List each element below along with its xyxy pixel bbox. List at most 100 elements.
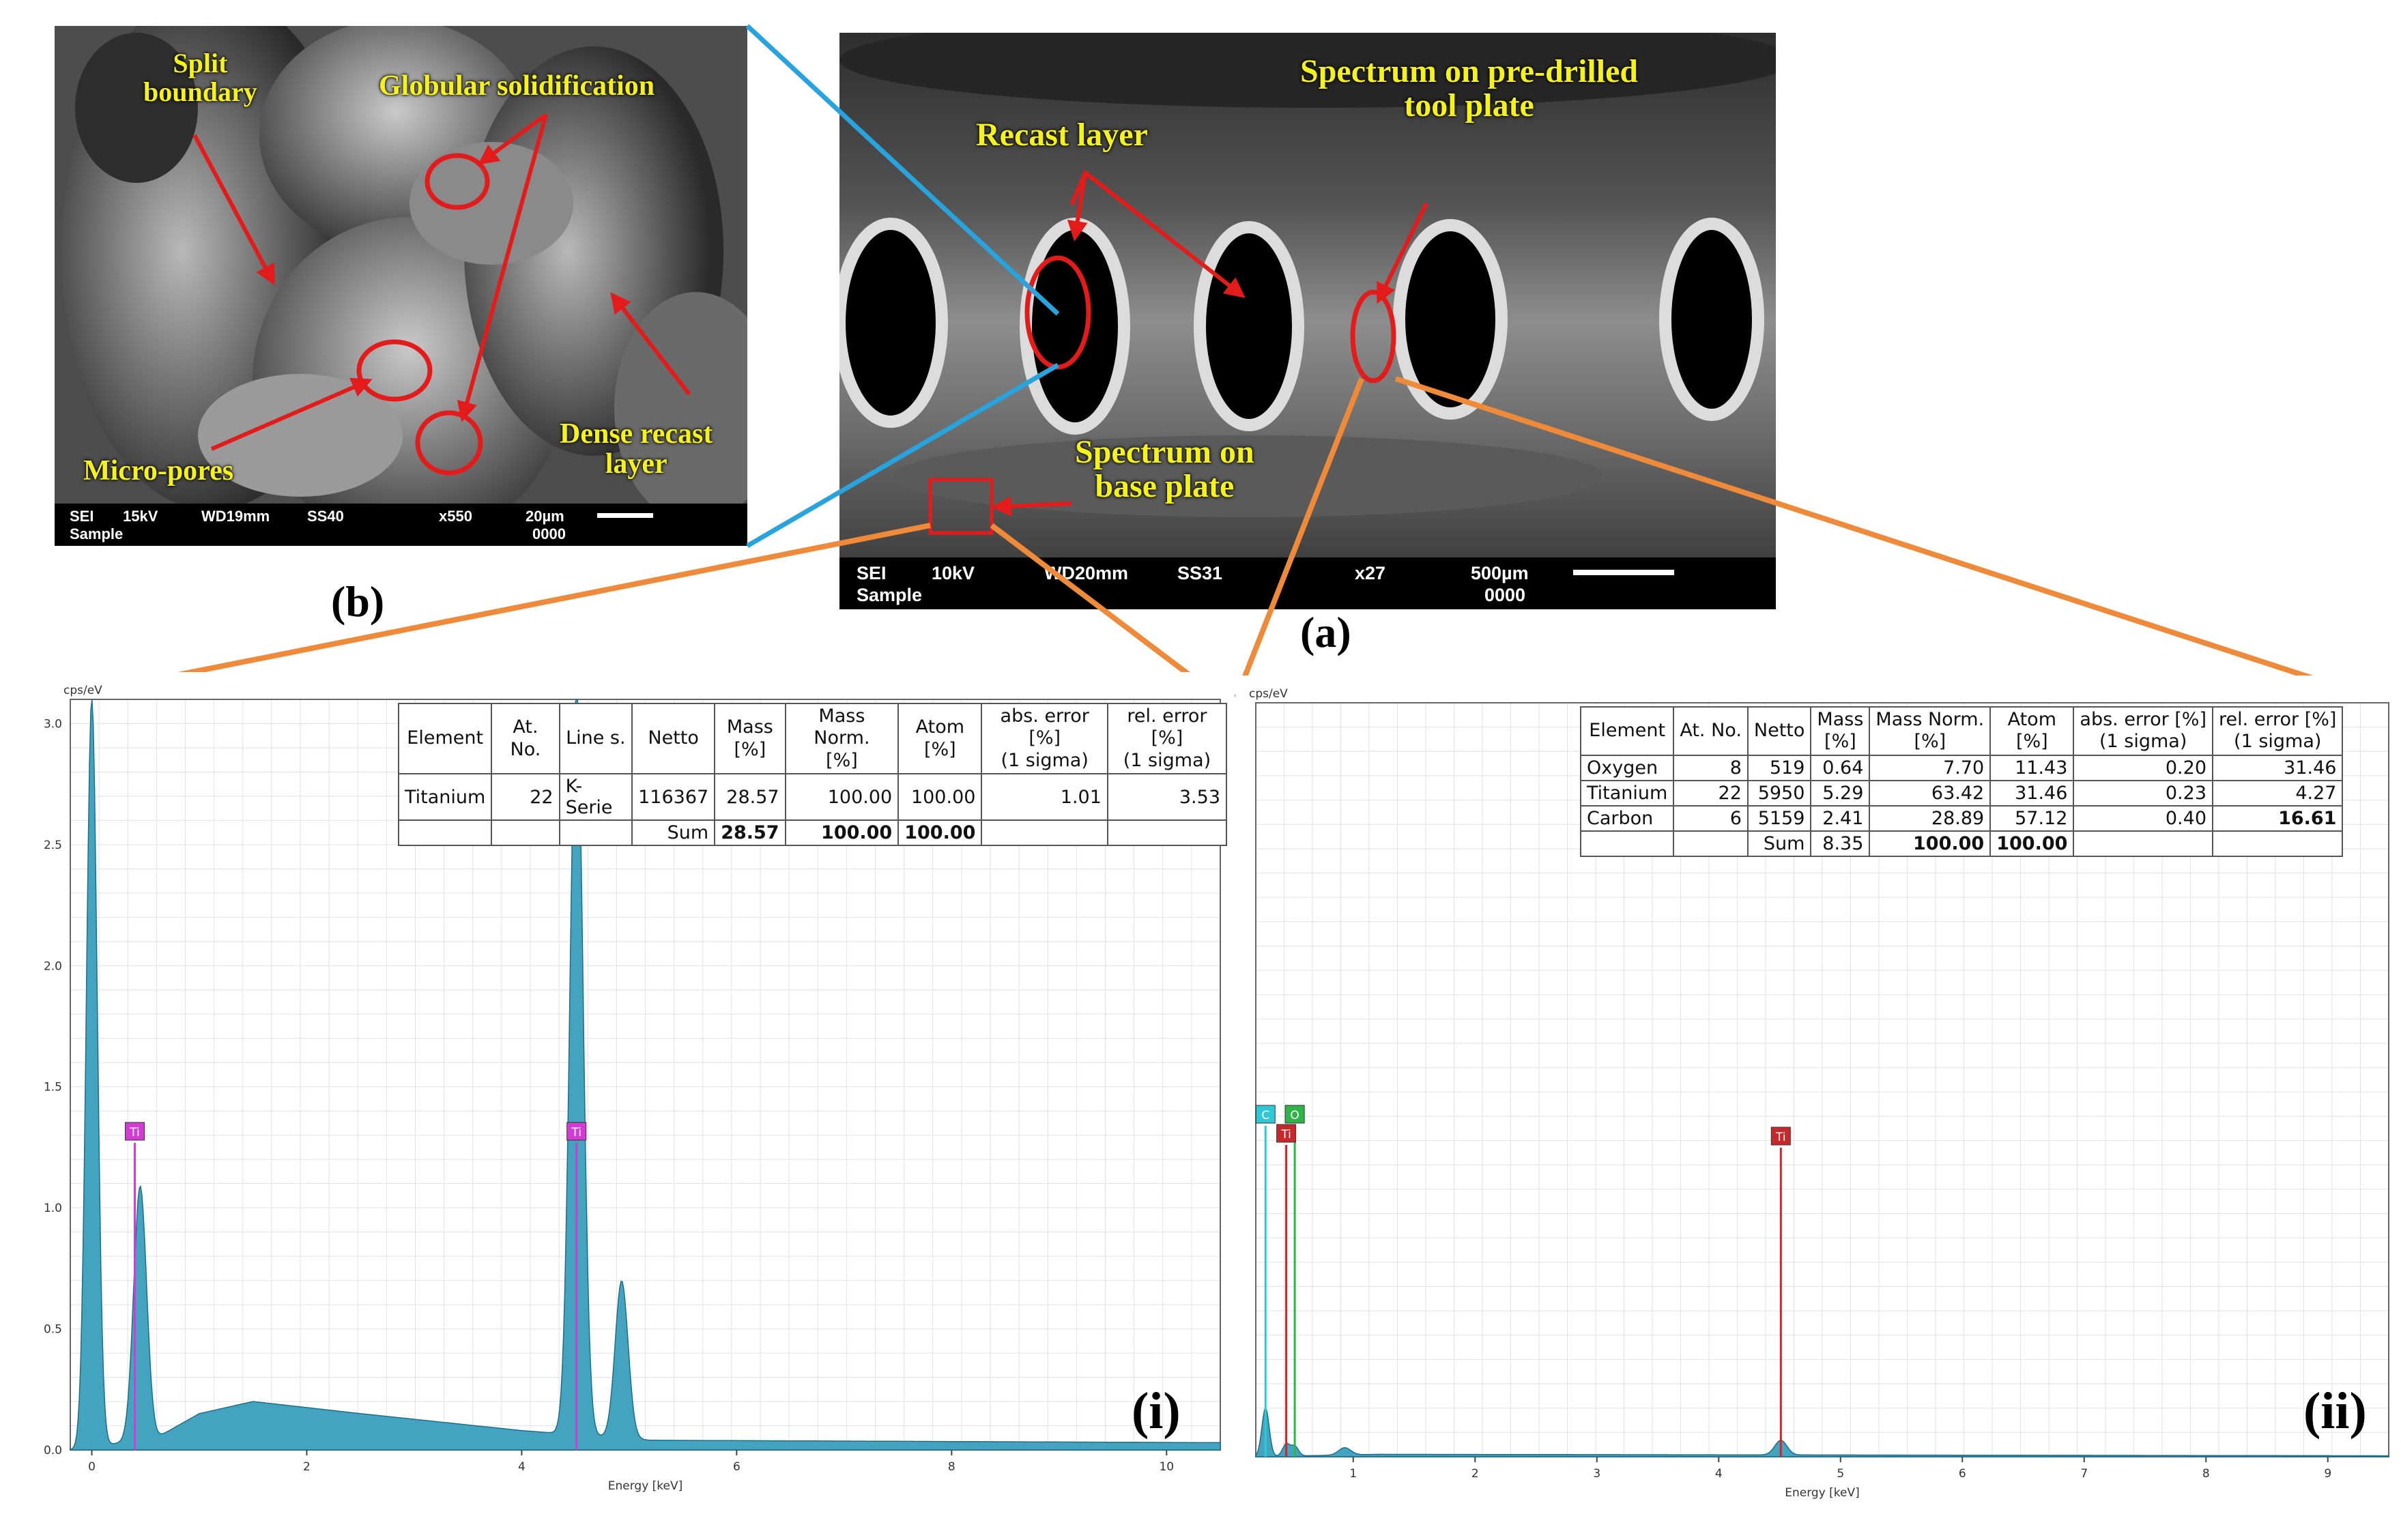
arrow-tool-plate — [1377, 202, 1428, 304]
table-i-s6: 100.00 — [897, 819, 983, 847]
table-ii-r2c7: 16.61 — [2211, 804, 2344, 832]
eds-table-ii: Element At. No. Netto Mass [%] Mass Norm… — [1579, 706, 2344, 857]
table-i-s4: 28.57 — [714, 819, 786, 847]
table-i-r0c8: 3.53 — [1106, 773, 1228, 822]
table-i-s1 — [491, 819, 560, 847]
spectrum-ii-panel: C O Ti Ti 1 2 3 4 5 6 7 8 9 Energy [keV] cps/eV Elemen… — [1235, 675, 2396, 1511]
x-axis-title: Energy [keV] — [1785, 1486, 1860, 1500]
table-i-s0 — [397, 819, 493, 847]
sem-a-wd: WD20mm — [1044, 563, 1129, 583]
table-ii-r2c0: Carbon — [1579, 804, 1675, 832]
x-tick-label: 4 — [518, 1460, 526, 1474]
x-tick-label: 9 — [2324, 1467, 2331, 1481]
table-ii-s5: 100.00 — [1989, 830, 2075, 857]
eds-table-i: Element At. No. Line s. Netto Mass [%] M… — [397, 702, 1228, 847]
arrow-globular-1 — [478, 113, 547, 165]
table-row: Carbon 6 5159 2.41 28.89 57.12 0.40 16.6… — [1579, 804, 2344, 832]
table-i-r0c4: 28.57 — [714, 773, 786, 822]
table-ii-r2c5: 57.12 — [1989, 804, 2075, 832]
globular-circle-2 — [415, 410, 483, 476]
micro-pore-circle — [356, 339, 433, 402]
label-spectrum-base: Spectrum on base plate — [1075, 434, 1254, 505]
table-ii-h6: abs. error [%] (1 sigma) — [2073, 706, 2213, 756]
tool-plate-ellipse — [1350, 289, 1396, 383]
table-i-h3: Netto — [631, 702, 716, 775]
table-ii-r1c7: 4.27 — [2211, 779, 2344, 807]
table-i-s3: Sum — [631, 819, 716, 847]
x-tick-label: 2 — [303, 1460, 311, 1474]
label-spectrum-tool: Spectrum on pre-drilled tool plate — [1300, 53, 1639, 124]
label-recast: Recast layer — [976, 117, 1148, 153]
table-ii-r0c4: 7.70 — [1869, 754, 1992, 781]
peak-marker-box — [1276, 1124, 1297, 1143]
y-tick-label: 2.0 — [44, 959, 62, 973]
table-i-h6: Atom [%] — [897, 702, 983, 775]
table-i-h5: Mass Norm. [%] — [784, 702, 900, 775]
table-ii-s3: 8.35 — [1810, 830, 1871, 857]
table-ii-h4: Mass Norm. [%] — [1869, 706, 1992, 756]
sem-b-scale: 20µm — [526, 508, 564, 525]
arrow-recast-left — [1067, 172, 1088, 242]
spectrum-area — [70, 699, 1221, 1451]
spectrum-area — [1255, 1407, 2389, 1457]
table-ii-r2c6: 0.40 — [2073, 804, 2213, 832]
sem-a-num: 0000 — [1484, 585, 1526, 605]
table-ii-r0c2: 519 — [1746, 754, 1812, 781]
sem-b-ss: SS40 — [307, 508, 344, 525]
x-axis-title: Energy [keV] — [608, 1479, 683, 1493]
x-tick-label: 10 — [1159, 1460, 1174, 1474]
table-i-r0c7: 1.01 — [981, 773, 1108, 822]
table-ii-s1 — [1673, 830, 1749, 857]
x-tick-label: 8 — [948, 1460, 955, 1474]
table-sum-row: Sum 8.35 100.00 100.00 — [1579, 830, 2344, 857]
connector-i-left — [71, 523, 931, 699]
arrow-micro-pores — [210, 377, 373, 451]
sem-b-sample: Sample — [70, 525, 124, 542]
arrow-globular-2 — [457, 114, 548, 422]
x-tick-label: 4 — [1715, 1467, 1723, 1481]
table-ii-s4: 100.00 — [1869, 830, 1992, 857]
table-i-h7: abs. error [%] (1 sigma) — [981, 702, 1108, 775]
peak-marker-box — [124, 1122, 145, 1141]
peak-marker-label: C — [1261, 1109, 1269, 1122]
table-row: Titanium 22 K-Serie 116367 28.57 100.00 … — [397, 773, 1228, 822]
table-ii-h7: rel. error [%] (1 sigma) — [2211, 706, 2344, 756]
sem-a-mag: x27 — [1355, 563, 1386, 583]
table-ii-r1c6: 0.23 — [2073, 779, 2213, 807]
table-i-r0c6: 100.00 — [897, 773, 983, 822]
table-row: Titanium 22 5950 5.29 63.42 31.46 0.23 4… — [1579, 779, 2344, 807]
table-i-s7 — [981, 819, 1108, 847]
table-i-s2 — [558, 819, 633, 847]
table-i-r0c2: K-Serie — [558, 773, 633, 822]
peak-marker-box — [1770, 1127, 1791, 1146]
peak-marker-box — [566, 1122, 587, 1141]
peak-marker-label: Ti — [571, 1126, 581, 1139]
recast-ellipse — [1024, 255, 1091, 370]
arrow-recast — [1069, 169, 1246, 298]
table-ii-r0c5: 11.43 — [1989, 754, 2075, 781]
table-i-h4: Mass [%] — [714, 702, 786, 775]
peak-marker-label: Ti — [1280, 1128, 1291, 1142]
sem-image-a: Recast layer Spectrum on pre-drilled too… — [839, 33, 1776, 609]
table-ii-r2c3: 2.41 — [1810, 804, 1871, 832]
table-i-r0c0: Titanium — [397, 773, 493, 822]
table-ii-h5: Atom [%] — [1989, 706, 2075, 756]
table-i-h8: rel. error [%] (1 sigma) — [1106, 702, 1228, 775]
table-ii-r1c0: Titanium — [1579, 779, 1675, 807]
table-row: Oxygen 8 519 0.64 7.70 11.43 0.20 31.46 — [1579, 754, 2344, 781]
table-i-s5: 100.00 — [784, 819, 900, 847]
table-ii-r2c4: 28.89 — [1869, 804, 1992, 832]
sem-b-annotations — [192, 113, 691, 476]
sem-b-num: 0000 — [532, 525, 566, 542]
table-ii-h1: At. No. — [1673, 706, 1749, 756]
table-ii-s0 — [1579, 830, 1675, 857]
sem-b-kv: 15kV — [123, 508, 158, 525]
table-ii-h0: Element — [1579, 706, 1675, 756]
y-tick-label: 0.5 — [44, 1323, 62, 1337]
sem-a-sample: Sample — [857, 585, 923, 605]
arrow-split-boundary — [192, 134, 275, 286]
panel-label-ii: (ii) — [2303, 1382, 2367, 1440]
peak-marker-box — [1284, 1105, 1305, 1124]
table-i-r0c3: 116367 — [631, 773, 716, 822]
sem-b-scale-bar — [597, 513, 653, 518]
